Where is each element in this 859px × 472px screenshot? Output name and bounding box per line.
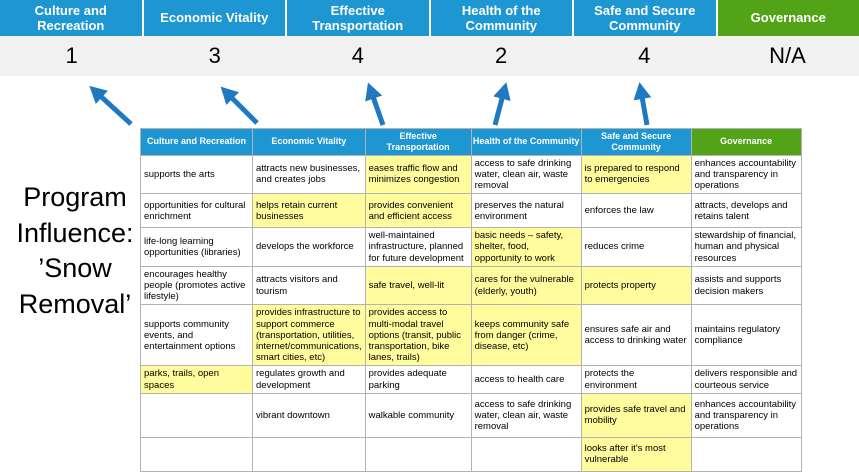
matrix-cell: attracts visitors and tourism [253,266,366,305]
up-arrow-icon [227,93,257,123]
matrix-cell [141,437,253,471]
score-value: N/A [716,36,859,76]
matrix-cell-highlighted: parks, trails, open spaces [141,366,253,393]
matrix-cell: ensures safe air and access to drinking … [581,305,691,366]
program-title-line: Program [0,180,150,216]
score-arrows [0,74,859,130]
matrix-cell: develops the workforce [253,228,366,267]
matrix-header: Governance [691,129,801,156]
matrix-cell: well-maintained infrastructure, planned … [365,228,471,267]
up-arrow-icon [641,91,647,125]
matrix-cell: access to safe drinking water, clean air… [471,393,581,437]
score-value: 1 [0,36,143,76]
top-band-label: Economic Vitality [144,0,288,36]
matrix-cell-highlighted: basic needs – safety, shelter, food, opp… [471,228,581,267]
matrix-cell: protects the environment [581,366,691,393]
top-band-label: Effective Transportation [287,0,431,36]
matrix-cell: assists and supports decision makers [691,266,801,305]
score-value: 2 [430,36,573,76]
matrix-cell: attracts new businesses, and creates job… [253,155,366,194]
matrix-cell-highlighted: is prepared to respond to emergencies [581,155,691,194]
score-value: 4 [573,36,716,76]
score-value: 4 [286,36,429,76]
matrix-row: life-long learning opportunities (librar… [141,228,802,267]
matrix-cell: attracts, develops and retains talent [691,194,801,228]
matrix-cell: access to safe drinking water, clean air… [471,155,581,194]
matrix-cell: supports community events, and entertain… [141,305,253,366]
matrix-cell: supports the arts [141,155,253,194]
matrix-cell-highlighted: safe travel, well-lit [365,266,471,305]
matrix-cell: maintains regulatory compliance [691,305,801,366]
program-title-line: ’Snow [0,251,150,287]
program-title-line: Removal’ [0,287,150,323]
top-band-label: Health of the Community [431,0,575,36]
matrix-cell [691,437,801,471]
matrix-cell-highlighted: provides infrastructure to support comme… [253,305,366,366]
matrix-cell: opportunities for cultural enrichment [141,194,253,228]
matrix-cell: enhances accountability and transparency… [691,393,801,437]
matrix-cell: regulates growth and development [253,366,366,393]
matrix-cell [253,437,366,471]
top-band-label: Culture and Recreation [0,0,144,36]
matrix-cell: life-long learning opportunities (librar… [141,228,253,267]
matrix-cell [471,437,581,471]
matrix-cell: walkable community [365,393,471,437]
matrix-cell [141,393,253,437]
matrix-cell-highlighted: cares for the vulnerable (elderly, youth… [471,266,581,305]
matrix-cell: provides adequate parking [365,366,471,393]
matrix-header: Safe and Secure Community [581,129,691,156]
top-band-label: Safe and Secure Community [574,0,718,36]
matrix-header: Effective Transportation [365,129,471,156]
matrix-cell: encourages healthy people (promotes acti… [141,266,253,305]
matrix-cell-highlighted: looks after it's most vulnerable [581,437,691,471]
matrix-cell: enhances accountability and transparency… [691,155,801,194]
top-band-label: Governance [718,0,859,36]
program-title-line: Influence: [0,216,150,252]
matrix-cell: access to health care [471,366,581,393]
matrix-cell: reduces crime [581,228,691,267]
matrix-header: Health of the Community [471,129,581,156]
matrix-row: encourages healthy people (promotes acti… [141,266,802,305]
matrix-cell: enforces the law [581,194,691,228]
matrix-cell [365,437,471,471]
matrix-row: looks after it's most vulnerable [141,437,802,471]
matrix-cell-highlighted: provides access to multi-modal travel op… [365,305,471,366]
up-arrow-icon [371,91,383,125]
matrix-header: Culture and Recreation [141,129,253,156]
matrix-cell: stewardship of financial, human and phys… [691,228,801,267]
matrix-cell-highlighted: provides convenient and efficient access [365,194,471,228]
matrix-cell-highlighted: keeps community safe from danger (crime,… [471,305,581,366]
up-arrow-icon [96,92,131,124]
matrix-cell-highlighted: helps retain current businesses [253,194,366,228]
matrix-cell: preserves the natural environment [471,194,581,228]
matrix-cell-highlighted: provides safe travel and mobility [581,393,691,437]
up-arrow-icon [495,91,504,125]
matrix-cell-highlighted: protects property [581,266,691,305]
matrix-header: Economic Vitality [253,129,366,156]
matrix-row: supports community events, and entertain… [141,305,802,366]
matrix-cell: vibrant downtown [253,393,366,437]
matrix-cell: delivers responsible and courteous servi… [691,366,801,393]
matrix-cell-highlighted: eases traffic flow and minimizes congest… [365,155,471,194]
score-value: 3 [143,36,286,76]
